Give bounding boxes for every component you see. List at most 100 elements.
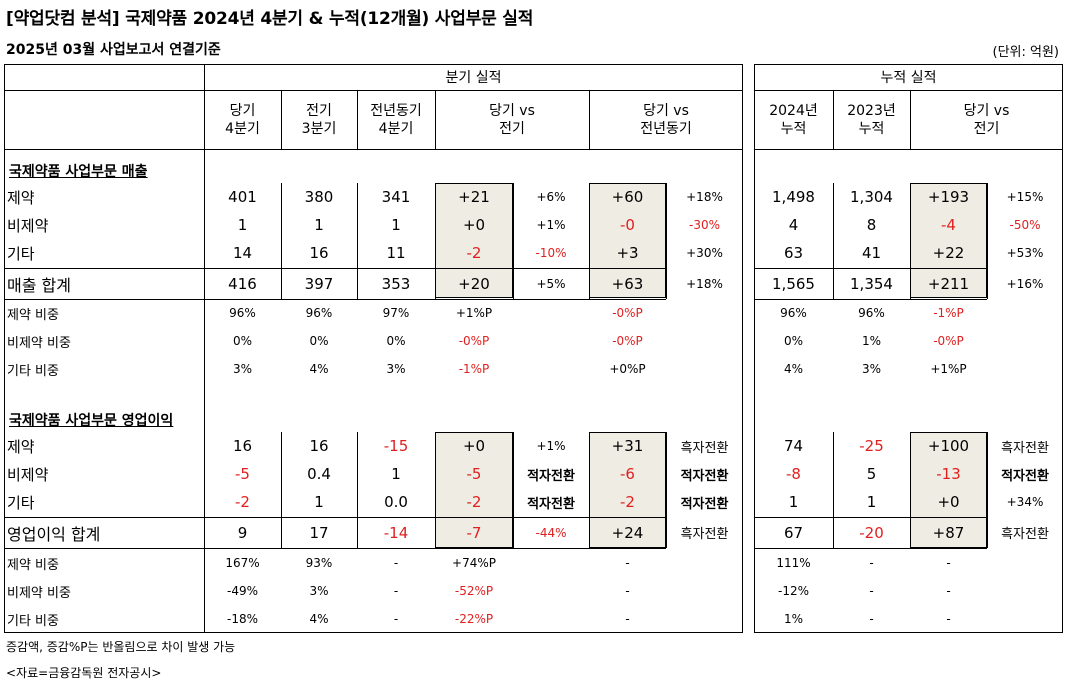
table-cell: 16 <box>309 244 329 262</box>
change-value: -2 <box>466 493 482 511</box>
change-rate <box>987 327 1063 355</box>
column-divider <box>666 183 667 299</box>
column-divider <box>833 90 834 149</box>
table-cell: 401 <box>228 188 257 206</box>
change-value: -2 <box>466 244 482 262</box>
table-cell: 416 <box>228 274 257 293</box>
change-value: - <box>625 612 630 626</box>
change-rate: +1% <box>536 439 566 453</box>
total-row-line <box>4 548 666 549</box>
column-divider <box>910 432 911 548</box>
change-rate: 흑자전환 <box>680 440 729 456</box>
table-cell: 1 <box>237 216 248 234</box>
table-cell: 1 <box>866 493 877 511</box>
row-label: 기타 <box>7 493 35 512</box>
change-rate: -30% <box>688 218 720 232</box>
column-divider <box>435 432 436 548</box>
change-value: -1%P <box>933 306 964 320</box>
column-header: 당기 vs 전기 <box>963 103 1010 137</box>
change-rate <box>987 577 1063 605</box>
change-value: - <box>946 584 951 598</box>
change-rate: -50% <box>1009 218 1041 232</box>
column-divider <box>910 90 911 149</box>
cumulative-group-header: 누적 실적 <box>880 70 937 86</box>
change-rate: +1% <box>536 218 566 232</box>
table-cell: 1 <box>314 216 324 234</box>
table-cell: 380 <box>304 188 334 206</box>
change-rate <box>666 577 743 605</box>
table-cell: 16 <box>309 437 329 455</box>
table-cell: -12% <box>777 584 809 598</box>
table-cell: -20 <box>859 523 884 542</box>
change-value: -4 <box>941 216 956 234</box>
change-highlight <box>589 432 666 548</box>
change-rate <box>987 549 1063 577</box>
row-label: 영업이익 합계 <box>7 524 101 544</box>
total-row-line <box>4 517 666 518</box>
section-heading-revenue: 국제약품 사업부문 매출 <box>9 164 148 180</box>
change-value: -13 <box>936 465 961 483</box>
column-header: 전년동기 4분기 <box>370 103 422 137</box>
change-highlight <box>435 432 513 548</box>
table-cell: 16 <box>232 437 253 455</box>
change-value: -0%P <box>458 334 490 348</box>
row-label: 제약 <box>7 188 35 207</box>
table-cell: 8 <box>866 216 877 234</box>
change-value: -0%P <box>612 306 643 320</box>
table-cell: 1 <box>391 216 401 234</box>
change-rate <box>987 605 1063 633</box>
change-rate: 적자전환 <box>1001 468 1049 484</box>
table-cell: - <box>869 584 874 598</box>
total-row-line <box>4 299 666 300</box>
change-value: +21 <box>458 188 490 206</box>
change-value: +100 <box>927 437 970 455</box>
total-row-line <box>754 517 987 518</box>
row-label: 비제약 <box>7 216 49 235</box>
change-rate: 적자전환 <box>680 468 729 484</box>
change-rate <box>513 327 589 355</box>
change-value: +1%P <box>455 306 493 320</box>
table-cell: 1,565 <box>772 274 815 293</box>
table-cell: 74 <box>783 437 804 455</box>
cumulative-panel <box>754 64 1063 633</box>
table-cell: 93% <box>305 556 333 570</box>
table-cell: -18% <box>226 612 258 626</box>
change-rate: +5% <box>536 276 566 291</box>
table-cell: 5 <box>866 465 877 483</box>
column-divider <box>435 90 436 149</box>
table-cell: 41 <box>861 244 882 262</box>
table-cell: - <box>869 612 874 626</box>
change-rate: -44% <box>535 525 567 540</box>
table-cell: 17 <box>309 523 329 542</box>
header-separator <box>4 90 743 91</box>
table-cell: -15 <box>383 437 409 455</box>
change-value: -0%P <box>612 334 643 348</box>
column-divider <box>281 90 282 149</box>
quarter-group-header: 분기 실적 <box>445 70 502 86</box>
change-rate <box>513 299 589 327</box>
change-rate: +15% <box>1006 190 1044 204</box>
unit-label: (단위: 억원) <box>992 45 1060 60</box>
table-cell: 67 <box>783 523 804 542</box>
total-row-line <box>754 548 987 549</box>
change-rate: +34% <box>1006 495 1044 509</box>
row-label: 기타 <box>7 244 35 263</box>
column-divider <box>281 432 282 548</box>
column-divider <box>666 432 667 548</box>
column-divider <box>589 432 590 548</box>
column-divider <box>281 183 282 299</box>
table-cell: 96% <box>858 306 885 320</box>
change-rate <box>666 355 743 383</box>
change-value: -5 <box>466 465 482 483</box>
row-label: 기타 비중 <box>7 363 59 379</box>
change-value: -6 <box>620 465 635 483</box>
row-label: 비제약 비중 <box>7 335 71 351</box>
table-cell: 9 <box>237 523 248 542</box>
column-header: 2023년 누적 <box>847 103 896 137</box>
change-rate: +18% <box>686 190 723 204</box>
header-bottom-line <box>4 149 743 150</box>
change-value: -52%P <box>454 584 494 598</box>
table-cell: 111% <box>776 556 811 570</box>
change-value: +3 <box>616 244 639 262</box>
table-cell: 3% <box>386 362 406 376</box>
